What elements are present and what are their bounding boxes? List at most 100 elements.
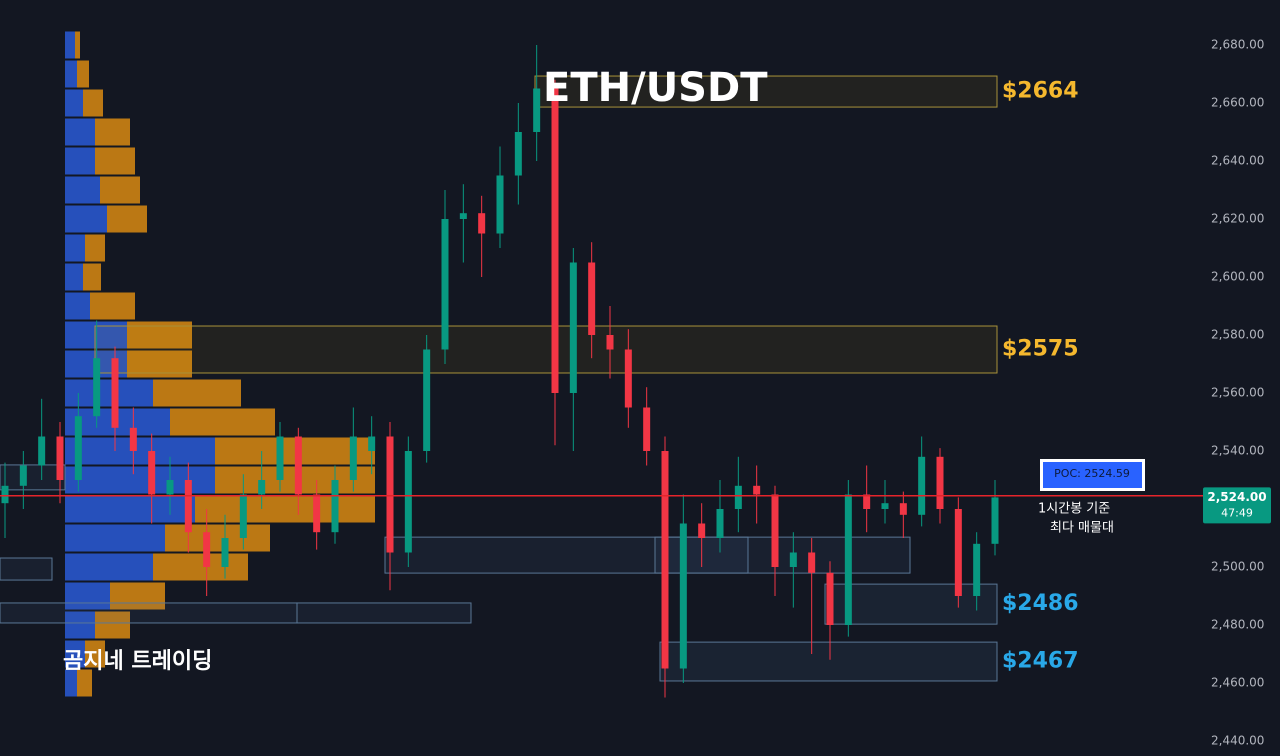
y-tick-label: 2,540.00: [1211, 444, 1264, 458]
profile-buy: [65, 466, 215, 494]
profile-sell: [170, 408, 275, 436]
poc-box: [1043, 462, 1142, 488]
candle-body: [588, 262, 596, 335]
watermark: 곰지네 트레이딩: [63, 649, 212, 674]
candle-body: [624, 349, 632, 408]
price-tag-label: 2,524.00: [1207, 490, 1266, 504]
zone: [94, 325, 998, 374]
candle-body: [349, 436, 357, 480]
candle-body: [1, 485, 9, 504]
candle-body: [294, 436, 302, 495]
candle-body: [423, 349, 431, 451]
candle-body: [184, 480, 192, 533]
candle-body: [368, 436, 376, 451]
candle-body: [991, 497, 999, 544]
profile-sell: [75, 31, 80, 59]
profile-sell: [95, 118, 130, 146]
profile-buy: [65, 205, 107, 233]
candle-body: [331, 480, 339, 533]
box: [296, 602, 472, 624]
annotation: 최다 매물대: [1050, 521, 1114, 536]
box: [0, 464, 66, 491]
profile-sell: [83, 263, 101, 291]
candle-body: [459, 213, 467, 219]
profile-buy: [65, 147, 95, 175]
profile-sell: [100, 176, 140, 204]
candle-body: [19, 465, 27, 486]
y-tick-label: 2,560.00: [1211, 386, 1264, 400]
profile-sell: [195, 495, 375, 523]
candle-body: [973, 543, 981, 596]
profile-sell: [165, 524, 270, 552]
profile-sell: [77, 60, 89, 88]
profile-buy: [65, 669, 77, 697]
overlays: 2,440.002,460.002,480.002,500.002,520.00…: [0, 38, 1271, 748]
candle-body: [203, 532, 211, 567]
candle-body: [276, 436, 284, 480]
candle-body: [533, 88, 541, 132]
profile-buy: [65, 176, 100, 204]
candle-body: [899, 503, 907, 515]
y-tick-label: 2,500.00: [1211, 560, 1264, 574]
y-tick-label: 2,640.00: [1211, 154, 1264, 168]
box: [0, 557, 53, 581]
candle-body: [789, 552, 797, 567]
profile-buy: [65, 118, 95, 146]
candle-body: [569, 262, 577, 393]
candle-body: [679, 523, 687, 669]
box: [654, 536, 911, 574]
candle-body: [771, 494, 779, 567]
y-tick-label: 2,480.00: [1211, 618, 1264, 632]
candle-body: [441, 219, 449, 350]
y-tick-label: 2,580.00: [1211, 328, 1264, 342]
annotation: 1시간봉 기준: [1038, 502, 1110, 517]
candle-body: [698, 523, 706, 538]
y-tick-label: 2,600.00: [1211, 270, 1264, 284]
zone: [534, 75, 998, 108]
candle-body: [38, 436, 46, 466]
y-tick-label: 2,660.00: [1211, 96, 1264, 110]
candle-body: [881, 503, 889, 509]
profile-buy: [65, 234, 85, 262]
candle-body: [111, 358, 119, 428]
profile-buy: [65, 292, 90, 320]
profile-buy: [65, 611, 95, 639]
profile-buy: [65, 379, 153, 407]
candle-body: [514, 132, 522, 176]
candle-body: [404, 451, 412, 553]
candle-body: [551, 88, 559, 393]
price-tag: [1203, 487, 1271, 524]
candle-body: [734, 485, 742, 509]
profile-sell: [110, 582, 165, 610]
box: [0, 602, 298, 624]
zone-label: $2486: [1002, 591, 1079, 616]
profile-buy: [65, 60, 77, 88]
candle-body: [753, 485, 761, 495]
candle-body: [386, 436, 394, 553]
candle-body: [478, 213, 486, 234]
candles: [1, 45, 999, 698]
candle-body: [808, 552, 816, 573]
candle-body: [918, 456, 926, 515]
candle-body: [166, 480, 174, 495]
profile-sell: [95, 147, 135, 175]
profile-sell: [153, 553, 248, 581]
profile-sell: [107, 205, 147, 233]
profile-buy: [65, 437, 215, 465]
chart-title: ETH/USDT: [543, 65, 768, 111]
profile-sell: [153, 379, 241, 407]
profile-sell: [85, 234, 105, 262]
box: [384, 536, 749, 574]
profile-buy: [65, 31, 75, 59]
profile-sell: [90, 292, 135, 320]
profile-sell: [83, 89, 103, 117]
countdown: 47:49: [1221, 506, 1253, 519]
candle-body: [606, 335, 614, 350]
y-tick-label: 2,680.00: [1211, 38, 1264, 52]
profile-sell: [95, 611, 130, 639]
profile-buy: [65, 524, 165, 552]
y-tick-label: 2,460.00: [1211, 676, 1264, 690]
